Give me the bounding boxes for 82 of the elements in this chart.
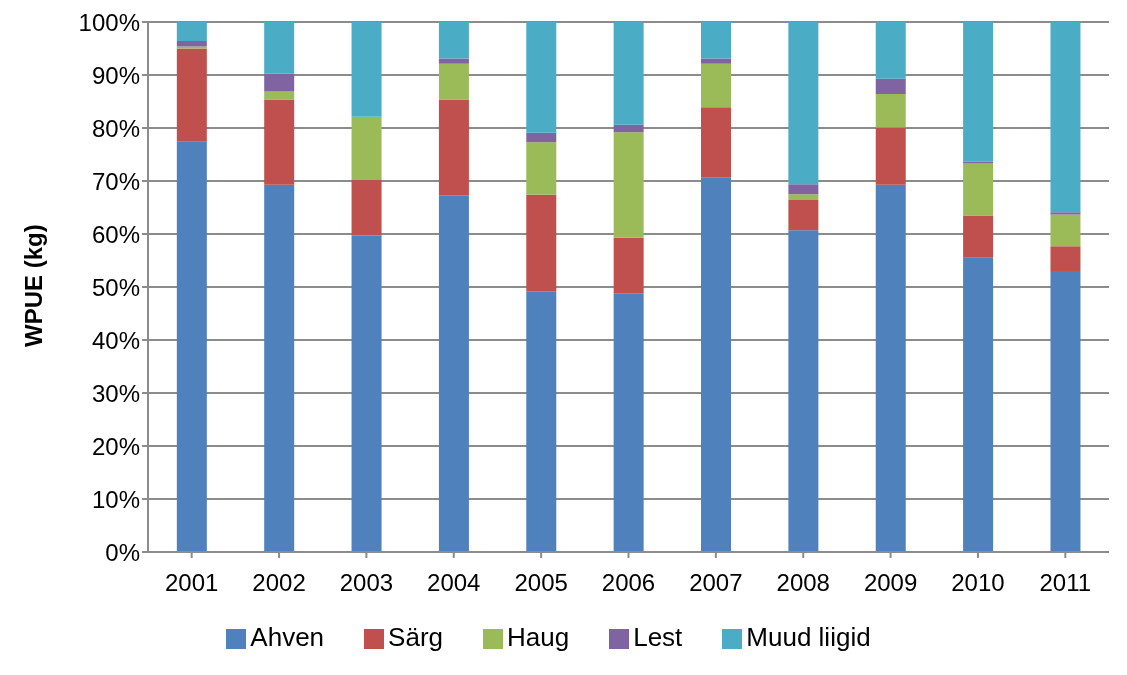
bar — [963, 215, 994, 258]
bar — [351, 179, 382, 236]
bar — [1050, 246, 1081, 272]
legend-label: Haug — [507, 622, 570, 652]
bar — [264, 91, 295, 100]
y-tick-label: 90% — [91, 61, 140, 89]
bar — [788, 194, 819, 201]
bar — [701, 63, 732, 108]
x-tick-label: 2007 — [689, 569, 743, 597]
x-tick-label: 2001 — [164, 569, 219, 597]
bar — [963, 161, 994, 164]
bar — [701, 177, 732, 552]
bar — [875, 78, 906, 95]
bar — [526, 194, 557, 292]
bar — [875, 94, 906, 128]
y-tick-label: 50% — [91, 273, 140, 301]
bar — [701, 58, 732, 64]
bar — [788, 22, 819, 185]
bar — [875, 22, 906, 79]
bar — [264, 184, 295, 552]
bar — [176, 46, 207, 49]
bar — [351, 22, 382, 117]
y-tick-label: 30% — [91, 379, 140, 407]
y-tick-label: 80% — [91, 114, 140, 142]
y-tick-label: 100% — [78, 8, 140, 36]
bar — [1050, 212, 1081, 215]
bar — [788, 230, 819, 552]
legend-label: Muud liigid — [746, 622, 871, 652]
y-tick-label: 20% — [91, 432, 140, 460]
x-tick-label: 2002 — [252, 569, 306, 597]
x-tick-label: 2009 — [863, 569, 918, 597]
bar — [176, 48, 207, 142]
bar — [701, 22, 732, 59]
bar — [963, 257, 994, 552]
bar — [176, 22, 207, 42]
bar — [613, 124, 644, 133]
x-tick-label: 2011 — [1039, 569, 1092, 597]
bar — [176, 141, 207, 552]
bar — [963, 22, 994, 162]
y-axis-title: WPUE (kg) — [19, 224, 47, 347]
bar — [438, 58, 469, 64]
bar — [526, 132, 557, 143]
x-tick-label: 2004 — [427, 569, 481, 597]
bar — [875, 184, 906, 552]
bar — [1050, 271, 1081, 552]
bar — [176, 41, 207, 47]
bar — [351, 116, 382, 180]
bar — [526, 291, 557, 552]
bar — [1050, 22, 1081, 213]
bar — [438, 22, 469, 59]
legend-label: Lest — [633, 622, 683, 652]
bar — [613, 22, 644, 125]
bar — [613, 293, 644, 552]
x-tick-label: 2010 — [951, 569, 1005, 597]
bar — [526, 22, 557, 133]
bar — [526, 142, 557, 195]
y-tick-label: 70% — [91, 167, 140, 195]
x-tick-label: 2008 — [776, 569, 830, 597]
y-tick-label: 10% — [91, 485, 140, 513]
bar — [701, 107, 732, 178]
bar — [438, 63, 469, 100]
y-tick-label: 0% — [105, 538, 140, 566]
bar — [438, 99, 469, 196]
bar — [264, 99, 295, 185]
bar — [351, 235, 382, 552]
bar — [264, 22, 295, 74]
y-tick-label: 40% — [91, 326, 140, 354]
bar — [438, 195, 469, 552]
bar — [875, 127, 906, 185]
bar — [264, 73, 295, 92]
x-tick-label: 2005 — [514, 569, 568, 597]
bar — [788, 200, 819, 231]
bar — [788, 184, 819, 195]
x-tick-label: 2003 — [339, 569, 394, 597]
legend-label: Ahven — [250, 622, 325, 652]
y-tick-label: 60% — [91, 220, 140, 248]
bar — [1050, 214, 1081, 247]
bar — [963, 163, 994, 216]
x-tick-label: 2006 — [601, 569, 656, 597]
legend-label: Särg — [388, 622, 444, 652]
bar — [613, 237, 644, 294]
bar — [613, 132, 644, 238]
